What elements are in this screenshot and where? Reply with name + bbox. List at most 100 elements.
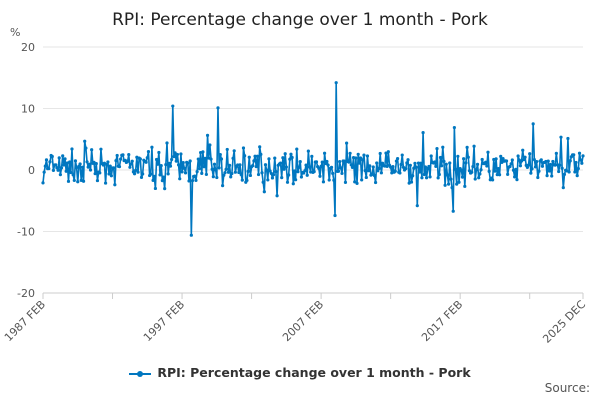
data-point[interactable] [167, 161, 171, 166]
data-point[interactable] [179, 152, 183, 156]
data-point[interactable] [317, 166, 321, 170]
data-point[interactable] [146, 150, 151, 154]
data-point[interactable] [73, 159, 78, 163]
data-point[interactable] [355, 181, 359, 185]
data-point[interactable] [253, 154, 257, 158]
data-point[interactable] [398, 171, 402, 175]
data-point[interactable] [471, 164, 475, 169]
data-point[interactable] [238, 163, 242, 167]
data-point[interactable] [429, 154, 433, 158]
data-point[interactable] [63, 157, 67, 161]
data-point[interactable] [496, 167, 501, 171]
data-point[interactable] [296, 170, 300, 174]
data-point[interactable] [166, 172, 170, 176]
data-point[interactable] [404, 166, 408, 171]
data-point[interactable] [114, 158, 118, 163]
data-point[interactable] [241, 146, 246, 150]
data-point[interactable] [149, 172, 153, 176]
data-point[interactable] [272, 173, 276, 177]
data-point[interactable] [260, 171, 264, 175]
data-point[interactable] [226, 170, 231, 174]
data-point[interactable] [243, 154, 247, 158]
data-point[interactable] [441, 145, 445, 149]
data-point[interactable] [418, 170, 422, 174]
data-point[interactable] [347, 160, 351, 164]
data-point[interactable] [329, 165, 334, 169]
data-point[interactable] [501, 156, 505, 161]
data-point[interactable] [278, 161, 283, 165]
data-point[interactable] [459, 168, 463, 172]
data-point[interactable] [163, 187, 167, 191]
data-point[interactable] [567, 170, 571, 174]
data-point[interactable] [251, 164, 255, 168]
data-point[interactable] [460, 175, 465, 179]
data-point[interactable] [266, 178, 270, 182]
data-point[interactable] [568, 159, 572, 163]
data-point[interactable] [440, 164, 444, 168]
data-point[interactable] [473, 177, 477, 181]
data-point[interactable] [345, 141, 349, 145]
data-point[interactable] [478, 172, 482, 176]
data-point[interactable] [532, 157, 536, 162]
data-point[interactable] [377, 166, 381, 171]
data-point[interactable] [42, 170, 46, 174]
data-point[interactable] [499, 154, 503, 158]
data-point[interactable] [270, 176, 275, 180]
data-point[interactable] [90, 148, 94, 152]
data-point[interactable] [217, 166, 221, 170]
data-point[interactable] [325, 159, 329, 164]
data-point[interactable] [339, 166, 343, 170]
data-point[interactable] [566, 136, 570, 141]
data-point[interactable] [451, 209, 455, 213]
data-point[interactable] [182, 166, 186, 170]
data-point[interactable] [231, 156, 235, 160]
data-point[interactable] [340, 171, 344, 176]
data-point[interactable] [44, 158, 49, 162]
data-point[interactable] [424, 176, 429, 180]
data-point[interactable] [415, 204, 419, 208]
data-point[interactable] [514, 167, 518, 171]
data-point[interactable] [518, 164, 523, 168]
data-point[interactable] [214, 168, 218, 172]
data-point[interactable] [245, 178, 249, 183]
data-point[interactable] [544, 159, 548, 164]
data-point[interactable] [156, 162, 160, 166]
data-point[interactable] [136, 170, 140, 174]
data-point[interactable] [221, 184, 225, 188]
data-point[interactable] [420, 176, 424, 180]
data-point[interactable] [50, 154, 54, 159]
data-point[interactable] [289, 152, 293, 156]
data-point[interactable] [318, 174, 322, 178]
data-point[interactable] [165, 141, 169, 145]
data-point[interactable] [508, 164, 512, 169]
data-point[interactable] [287, 173, 291, 177]
data-point[interactable] [414, 165, 418, 169]
data-point[interactable] [196, 157, 200, 161]
data-point[interactable] [332, 178, 336, 182]
data-point[interactable] [186, 161, 190, 165]
data-point[interactable] [557, 169, 561, 174]
data-point[interactable] [172, 154, 176, 159]
data-point[interactable] [256, 172, 261, 177]
data-point[interactable] [531, 122, 535, 126]
data-point[interactable] [86, 165, 90, 169]
data-point[interactable] [480, 157, 484, 162]
data-point[interactable] [240, 178, 244, 182]
data-point[interactable] [354, 156, 358, 160]
data-point[interactable] [343, 180, 348, 184]
data-point[interactable] [259, 152, 263, 156]
data-point[interactable] [294, 178, 298, 182]
data-point[interactable] [195, 170, 199, 174]
data-point[interactable] [560, 166, 564, 170]
data-point[interactable] [338, 160, 342, 164]
data-point[interactable] [463, 184, 467, 188]
data-point[interactable] [413, 161, 417, 165]
data-point[interactable] [265, 168, 269, 172]
data-point[interactable] [477, 176, 481, 180]
data-point[interactable] [391, 165, 395, 169]
data-point[interactable] [239, 172, 243, 177]
data-point[interactable] [125, 159, 130, 164]
data-point[interactable] [360, 178, 364, 182]
data-point[interactable] [81, 179, 86, 183]
data-point[interactable] [99, 147, 103, 151]
